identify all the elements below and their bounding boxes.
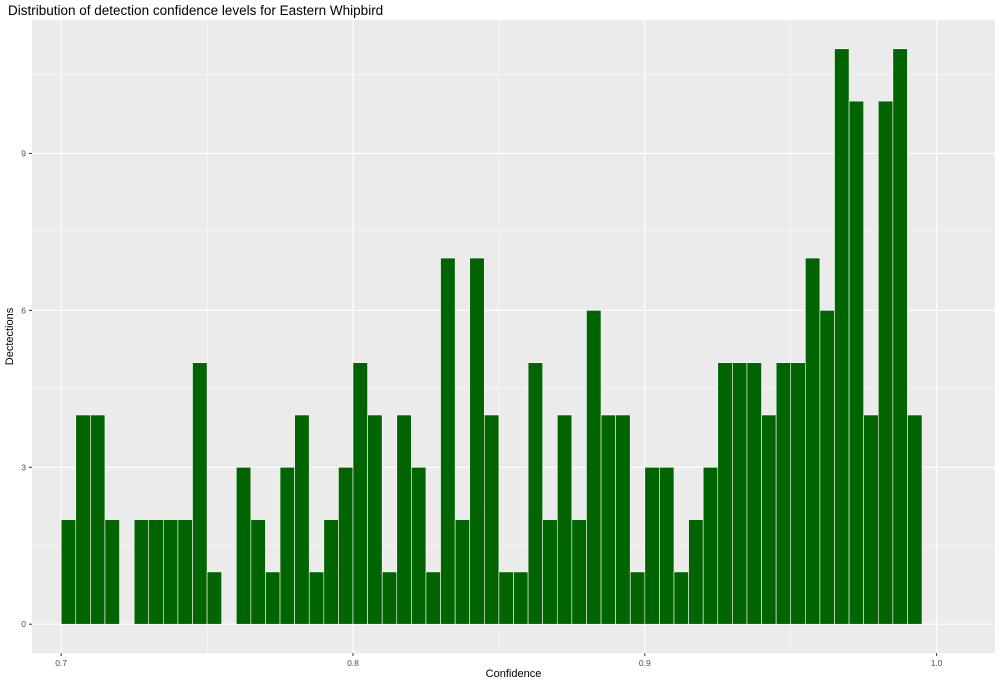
histogram-bar — [732, 362, 748, 625]
histogram-bar — [323, 519, 339, 625]
histogram-bar — [542, 519, 558, 625]
histogram-bar — [775, 362, 792, 625]
histogram-bar — [498, 571, 514, 625]
histogram-bar — [688, 519, 704, 625]
y-tick-label: 9 — [21, 148, 26, 158]
histogram-bar — [848, 100, 864, 625]
histogram-bar — [556, 414, 573, 625]
histogram-bar — [177, 519, 193, 625]
histogram-bar — [411, 466, 427, 625]
y-tick-label: 3 — [21, 462, 26, 472]
histogram-bar — [673, 571, 689, 625]
histogram-bar — [600, 414, 616, 625]
x-tick-label: 0.9 — [639, 658, 651, 668]
x-tick-label: 0.7 — [55, 658, 67, 668]
histogram-bar — [615, 414, 631, 625]
histogram-bar — [279, 466, 295, 625]
chart-title: Distribution of detection confidence lev… — [8, 3, 384, 18]
histogram-bar — [484, 414, 500, 625]
histogram-bar — [250, 519, 266, 625]
histogram-bar — [308, 571, 325, 625]
histogram-bar — [702, 466, 719, 625]
histogram-bar — [367, 414, 383, 625]
histogram-bar — [659, 466, 675, 625]
x-tick-label: 1.0 — [931, 658, 943, 668]
histogram-bar — [75, 414, 91, 625]
histogram-bar — [717, 362, 733, 625]
histogram-bar — [454, 519, 471, 625]
histogram-bar — [819, 310, 835, 625]
y-axis: 0 3 6 9 — [21, 148, 32, 629]
histogram-bar — [294, 414, 310, 625]
histogram-bar — [761, 414, 777, 625]
histogram-bar — [381, 571, 398, 625]
histogram-bar — [440, 257, 456, 625]
histogram-bar — [265, 571, 281, 625]
histogram-bar — [907, 414, 923, 625]
histogram-bar — [163, 519, 179, 625]
histogram-bar — [527, 362, 543, 625]
x-tick-label: 0.8 — [347, 658, 359, 668]
histogram-bar — [192, 362, 208, 625]
histogram-bars — [60, 48, 923, 625]
histogram-bar — [805, 257, 821, 625]
histogram-bar — [352, 362, 368, 625]
histogram-bar — [863, 414, 879, 625]
y-tick-label: 6 — [21, 305, 26, 315]
histogram-bar — [469, 257, 485, 625]
histogram-bar — [892, 48, 908, 625]
histogram-bar — [571, 519, 587, 625]
histogram-bar — [425, 571, 441, 625]
histogram-bar — [206, 571, 222, 625]
histogram-bar — [338, 466, 354, 625]
y-axis-title: Dectections — [4, 307, 16, 365]
histogram-bar — [104, 519, 120, 625]
histogram-bar — [790, 362, 806, 625]
x-axis-title: Confidence — [486, 668, 542, 680]
histogram-bar — [60, 519, 77, 625]
histogram-bar — [644, 466, 660, 625]
histogram-bar — [90, 414, 106, 625]
histogram-bar — [629, 571, 646, 625]
histogram-bar — [586, 310, 602, 625]
histogram-bar — [834, 48, 850, 625]
x-axis: 0.7 0.8 0.9 1.0 — [55, 653, 943, 668]
histogram-bar — [746, 362, 762, 625]
y-tick-label: 0 — [21, 619, 26, 629]
histogram-bar — [396, 414, 412, 625]
histogram-bar — [877, 100, 894, 625]
histogram-bar — [513, 571, 529, 625]
histogram-bar — [235, 466, 252, 625]
histogram-bar — [148, 519, 164, 625]
histogram-bar — [133, 519, 150, 625]
